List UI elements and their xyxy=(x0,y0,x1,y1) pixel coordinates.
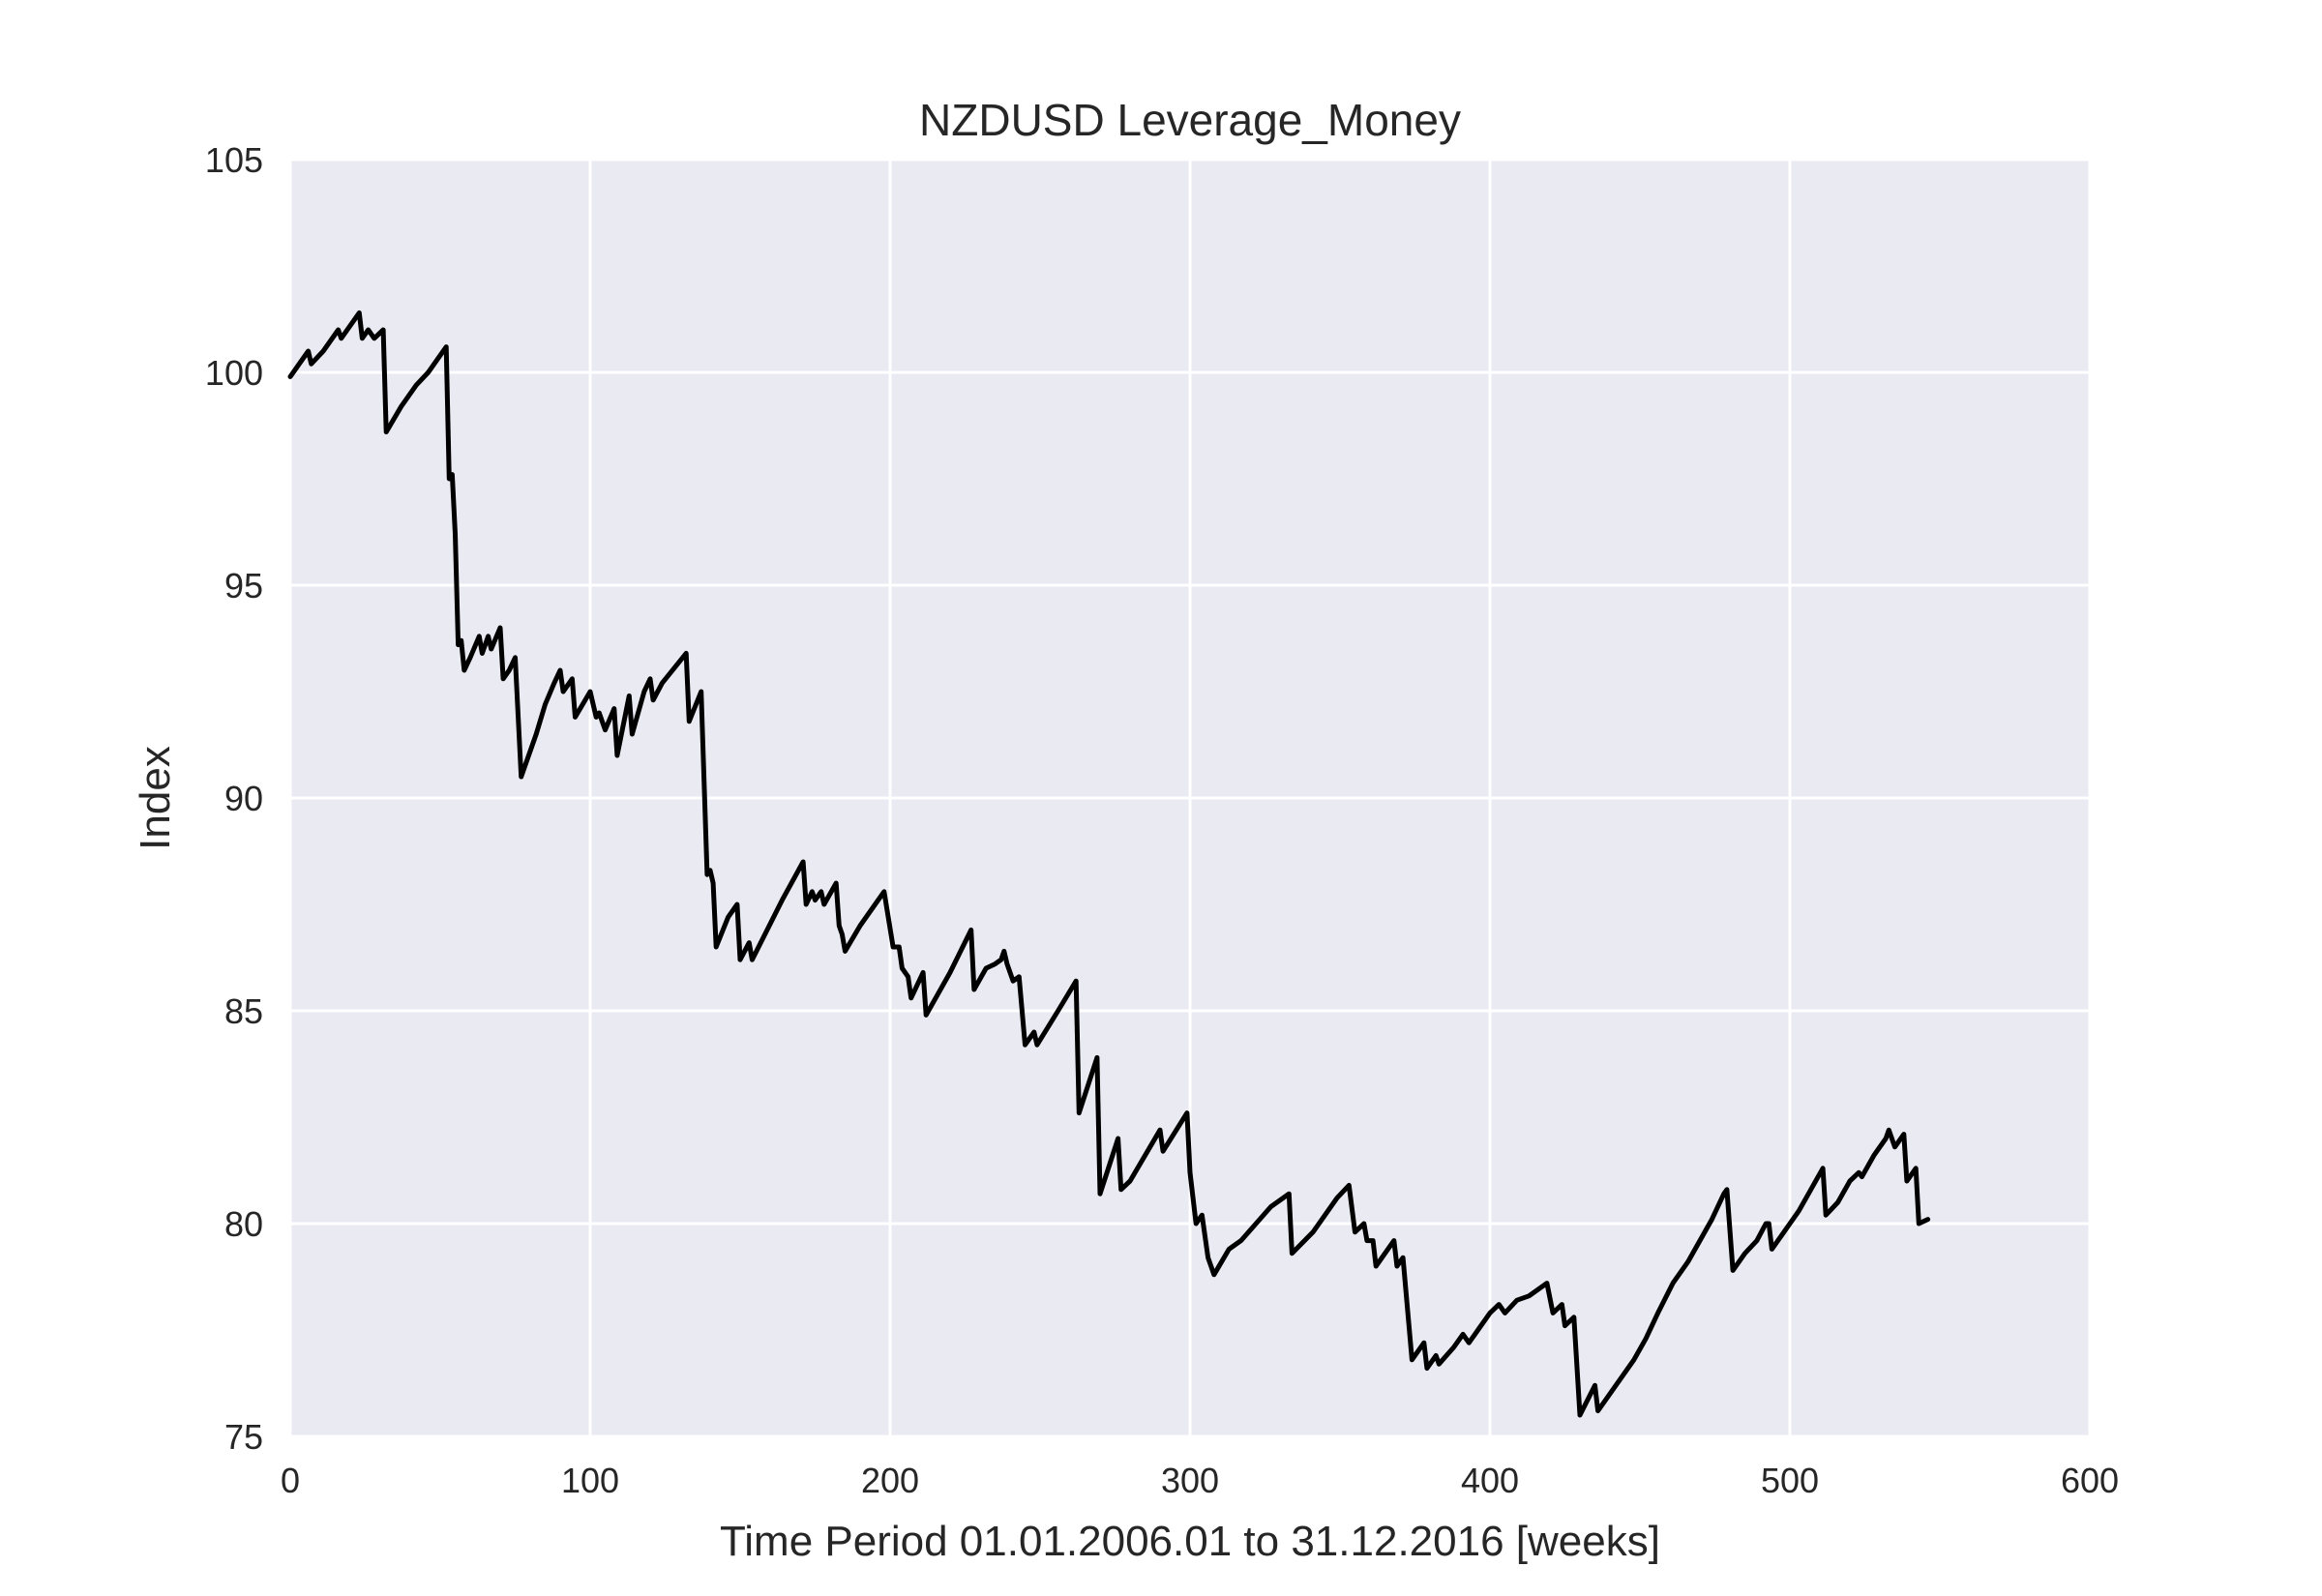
x-tick-label: 300 xyxy=(1161,1461,1219,1500)
x-tick-label: 600 xyxy=(2061,1461,2119,1500)
y-tick-label: 85 xyxy=(224,991,263,1031)
y-tick-label: 95 xyxy=(224,566,263,606)
x-tick-label: 200 xyxy=(861,1461,919,1500)
x-tick-label: 400 xyxy=(1461,1461,1519,1500)
grid-lines xyxy=(288,158,2092,1438)
x-tick-label: 100 xyxy=(561,1461,619,1500)
y-tick-label: 75 xyxy=(224,1417,263,1457)
y-tick-label: 100 xyxy=(205,353,263,393)
y-tick-label: 80 xyxy=(224,1204,263,1244)
x-axis-label: Time Period 01.01.2006.01 to 31.12.2016 … xyxy=(720,1518,1660,1565)
series-layer xyxy=(287,310,1931,1418)
y-tick-label: 105 xyxy=(205,140,263,180)
x-tick-label: 500 xyxy=(1761,1461,1819,1500)
y-tick-label: 90 xyxy=(224,779,263,818)
x-tick-label: 0 xyxy=(281,1461,300,1500)
chart-title: NZDUSD Leverage_Money xyxy=(919,95,1461,145)
y-axis-label: Index xyxy=(132,746,179,850)
tick-labels: 0 100 200 300 400 500 600 75 80 85 90 95 100 105 xyxy=(205,140,2119,1500)
series-line xyxy=(287,310,1931,1418)
